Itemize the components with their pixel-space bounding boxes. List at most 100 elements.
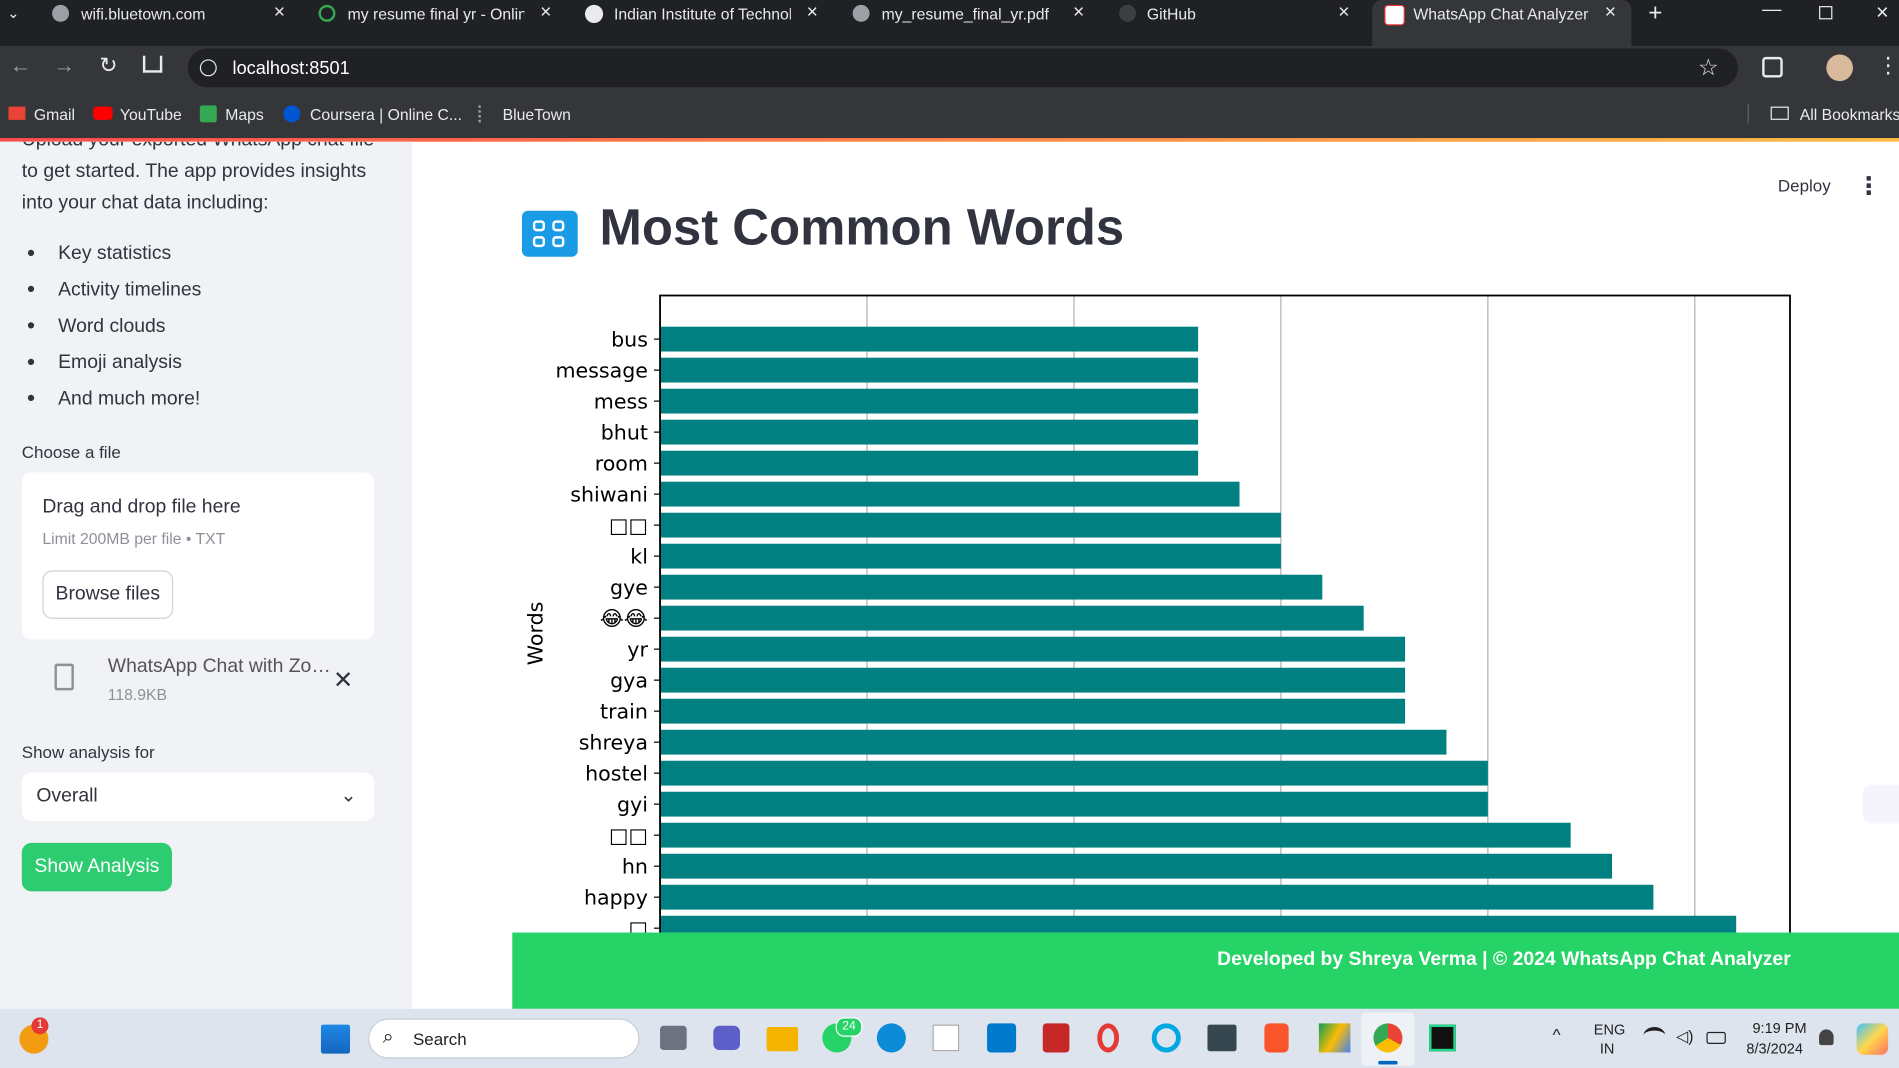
page-title: Most Common Words [599,198,1125,256]
profile[interactable] [1826,54,1853,82]
tab-close[interactable]: × [1604,2,1617,24]
volume[interactable]: ◁) [1676,1027,1694,1046]
tab-close[interactable]: × [540,2,552,24]
back-button[interactable]: ← [9,53,32,78]
bluetown-icon [478,105,495,123]
battery[interactable] [1706,1031,1726,1044]
footer-text: Developed by Shreya Verma | © 2024 Whats… [1217,949,1791,971]
bar [660,388,1199,414]
notifications[interactable] [1819,1029,1834,1046]
teams[interactable] [713,1025,740,1051]
bar [660,884,1654,910]
start-button[interactable] [320,1024,351,1054]
search-label: Search [412,1029,467,1049]
dropzone[interactable] [21,472,375,640]
menu[interactable]: ⋮ [1877,53,1899,78]
tab-title[interactable]: GitHub [1146,4,1196,24]
alexa[interactable] [1151,1023,1181,1053]
deploy[interactable]: Deploy [1777,175,1831,195]
select[interactable] [21,772,375,822]
terminal[interactable] [1207,1024,1237,1052]
feature: Key statistics [58,243,172,265]
wifi[interactable] [1643,1027,1666,1044]
bar [660,450,1199,476]
restore[interactable] [1819,6,1833,20]
bar [660,481,1240,507]
explorer[interactable] [766,1027,799,1052]
language[interactable]: ENG [1593,1020,1626,1038]
tab-title[interactable]: wifi.bluetown.com [81,4,206,24]
pycharm[interactable] [1429,1024,1456,1052]
clock-time[interactable]: 9:19 PM [1752,1019,1807,1037]
omnibox[interactable] [187,48,1738,88]
tab-icon [852,4,870,22]
opera[interactable] [1097,1023,1120,1053]
active-tab[interactable] [1372,0,1632,47]
home-button[interactable] [142,55,163,73]
drive[interactable] [1318,1023,1351,1053]
tab-icon [584,4,604,24]
browse-button[interactable]: Browse files [42,570,174,619]
tab-menu-icon[interactable]: ⌄ [7,4,20,22]
file-name: WhatsApp Chat with Zo… [107,656,331,678]
bar [660,822,1571,848]
tab-title[interactable]: Indian Institute of Technolo [614,4,791,24]
tab-close[interactable]: × [1073,2,1085,24]
all-bookmarks[interactable]: All Bookmarks [1799,105,1899,124]
copilot[interactable] [1856,1023,1889,1055]
y-tick-label: 😂😂 [600,606,648,630]
mcafee[interactable] [1042,1023,1070,1053]
bookmark[interactable]: BlueTown [502,105,571,124]
bar [660,357,1199,383]
bar [660,636,1406,662]
tab-close[interactable]: × [1338,2,1350,24]
y-tick-label: □ [628,916,647,932]
bookmark[interactable]: Maps [225,105,264,124]
y-tick-label: mess [594,389,648,413]
tab-title[interactable]: my resume final yr - Online [347,4,525,24]
search-box[interactable] [368,1018,640,1059]
region[interactable]: IN [1599,1040,1615,1058]
gmail-icon [8,106,26,120]
bar [660,760,1488,786]
tab-close[interactable]: × [806,2,818,24]
tab-icon [318,4,336,22]
task-view[interactable] [660,1025,687,1051]
bookmark[interactable]: Coursera | Online C... [310,105,463,124]
forward-button[interactable]: → [53,53,76,78]
bookmark[interactable]: YouTube [119,105,182,124]
new-tab[interactable]: + [1648,0,1663,27]
chrome[interactable] [1373,1023,1403,1053]
remove-file[interactable]: ✕ [333,667,354,694]
bookmark-star[interactable]: ☆ [1697,55,1719,82]
search-icon: ⌕ [382,1027,394,1048]
side-widget[interactable] [1862,784,1899,824]
bookmark[interactable]: Gmail [33,105,76,124]
edge[interactable] [876,1023,906,1053]
store[interactable] [932,1024,960,1052]
close-window[interactable]: × [1875,0,1889,25]
y-tick-label: hostel [585,761,648,785]
minimize[interactable]: — [1762,0,1782,21]
tab-title[interactable]: WhatsApp Chat Analyzer [1413,4,1589,24]
feature: Activity timelines [58,279,202,301]
bar [660,543,1281,569]
tab-icon [1119,4,1137,22]
site-info[interactable] [199,59,217,77]
extensions[interactable] [1762,56,1783,78]
clock-date[interactable]: 8/3/2024 [1746,1040,1803,1058]
youtube-icon [93,106,113,120]
y-tick-label: bhut [601,420,648,444]
tray-chevron[interactable]: ^ [1552,1024,1561,1044]
tab-title[interactable]: my_resume_final_yr.pdf [881,4,1049,24]
show-analysis-button[interactable]: Show Analysis [21,842,172,892]
feature: And much more! [58,388,201,410]
url[interactable]: localhost:8501 [232,58,350,79]
tab-close[interactable]: × [273,2,286,24]
vscode[interactable] [987,1023,1017,1053]
brave[interactable] [1264,1023,1289,1053]
reload-button[interactable]: ↻ [99,53,118,78]
dropzone-hint: Limit 200MB per file • TXT [42,529,226,548]
main-menu[interactable]: ⋮ [1856,173,1881,200]
